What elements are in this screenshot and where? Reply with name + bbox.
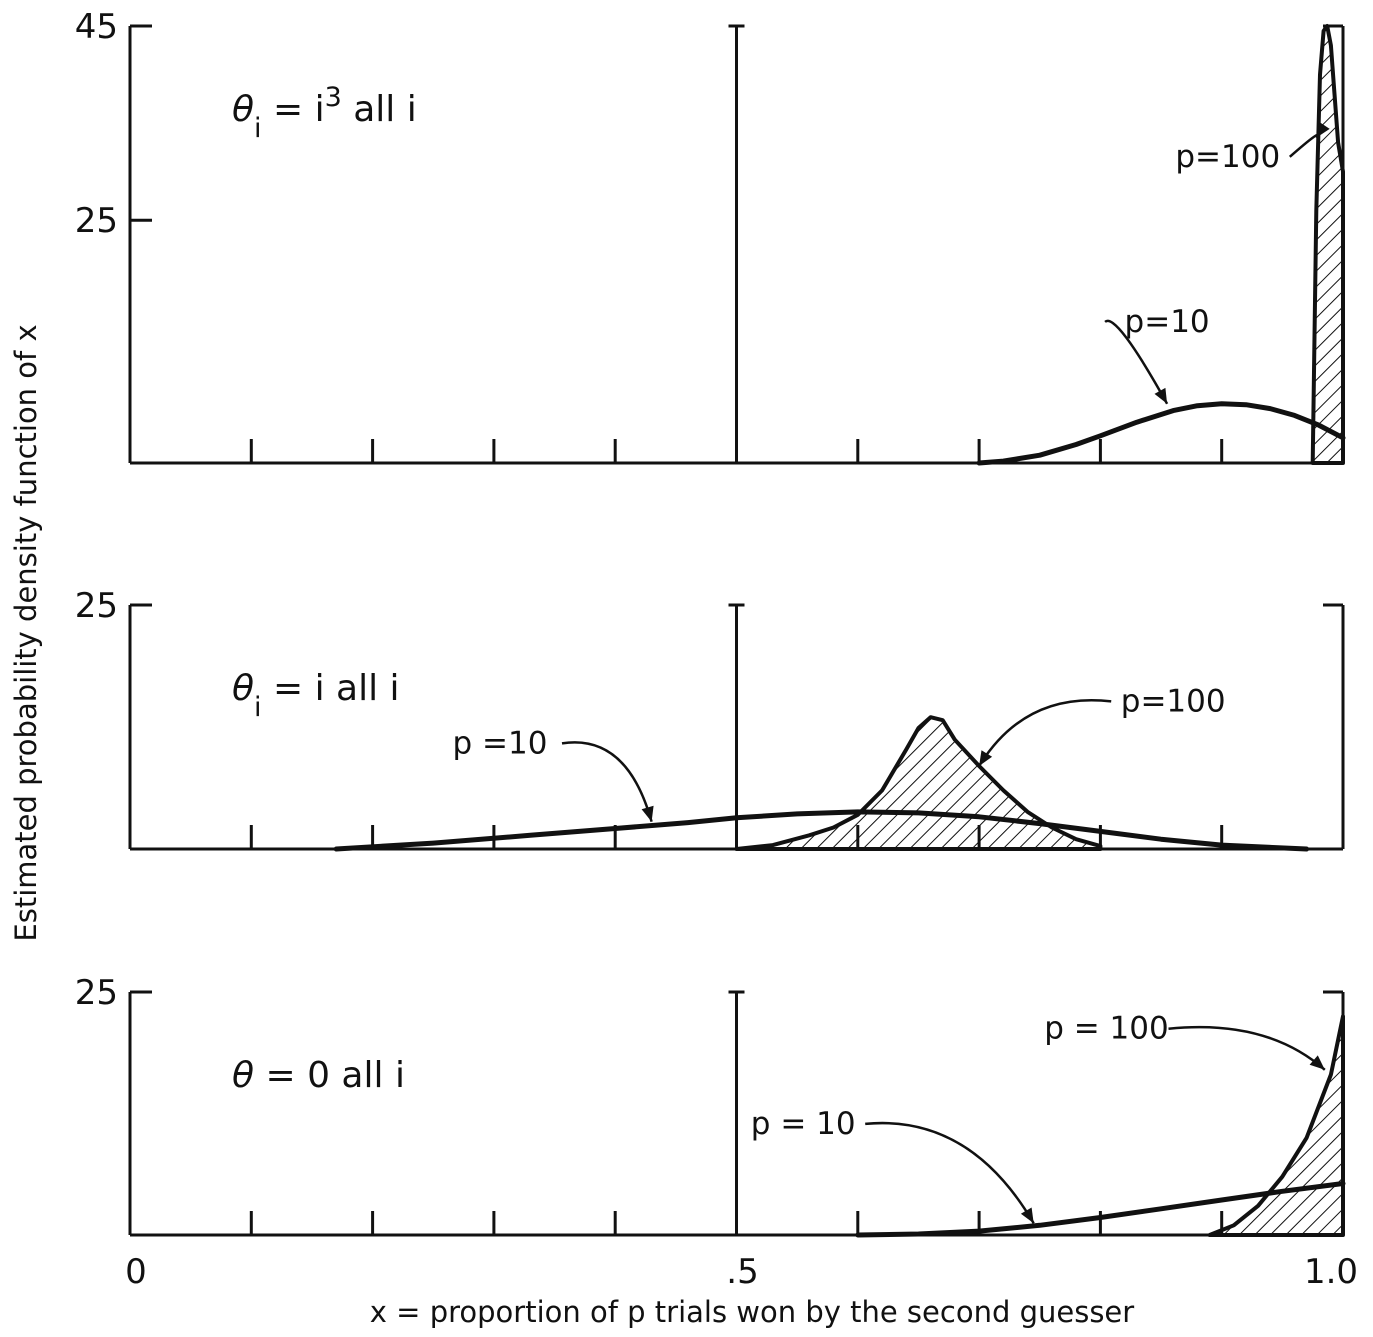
annotation-arrow — [865, 1121, 1035, 1224]
series-p10-line — [333, 809, 1310, 852]
x-tick-label: 1.0 — [1304, 1252, 1358, 1292]
panel-label: θi = i3 all i — [232, 82, 417, 144]
panel-1: 25 45 θi = i3 all i p=100 p=10 — [75, 7, 1346, 466]
y-tick-label: 45 — [75, 7, 118, 47]
annotation-arrow — [978, 699, 1112, 767]
y-tick-label: 25 — [75, 201, 118, 241]
series-p10-line — [976, 401, 1346, 466]
curve-label-p100: p=100 — [1121, 683, 1226, 719]
annotation-arrowhead — [1154, 387, 1168, 404]
annotation-arrowhead — [1316, 122, 1330, 138]
panel-label: θ = 0 all i — [232, 1055, 405, 1096]
y-axis-title: Estimated probability density function o… — [9, 324, 43, 941]
annotation-arrow — [561, 741, 653, 823]
annotation-arrowhead — [641, 805, 654, 822]
curve-label-p100: p = 100 — [1044, 1011, 1169, 1047]
annotation-arrow — [1288, 133, 1319, 158]
annotation-arrowhead — [1020, 1207, 1034, 1224]
annotation-arrow — [1168, 1025, 1326, 1071]
x-tick-label: .5 — [726, 1252, 758, 1292]
x-tick-label: 0 — [125, 1252, 147, 1292]
x-tick-labels: 0 .5 1.0 — [125, 1252, 1358, 1292]
panels: 25 45 θi = i3 all i p=100 p=10 25 θi = i all i… — [75, 7, 1346, 1238]
annotation-arrowhead — [1309, 1055, 1325, 1070]
y-tick-label: 25 — [75, 586, 118, 626]
series-p100-area — [1310, 24, 1345, 465]
curve-label-p10: p = 10 — [751, 1106, 856, 1142]
curve-label-p100: p=100 — [1175, 139, 1280, 175]
panel-3: 25 θ = 0 all i p = 100 p = 10 — [75, 973, 1346, 1238]
y-tick-label: 25 — [75, 973, 118, 1013]
curve-label-p10: p=10 — [1125, 304, 1210, 340]
panel-2: 25 θi = i all i p =10 p=100 — [75, 586, 1345, 852]
curve-label-p10: p =10 — [452, 725, 547, 761]
x-axis-title: x = proportion of p trials won by the se… — [370, 1295, 1134, 1329]
series-p100-area — [734, 715, 1103, 851]
panel-label: θi = i all i — [232, 668, 400, 723]
series-p100-area — [1207, 1014, 1345, 1237]
annotation-arrowhead — [979, 750, 993, 766]
series-p10-line — [855, 1181, 1346, 1238]
annotation-arrow — [1104, 319, 1169, 405]
